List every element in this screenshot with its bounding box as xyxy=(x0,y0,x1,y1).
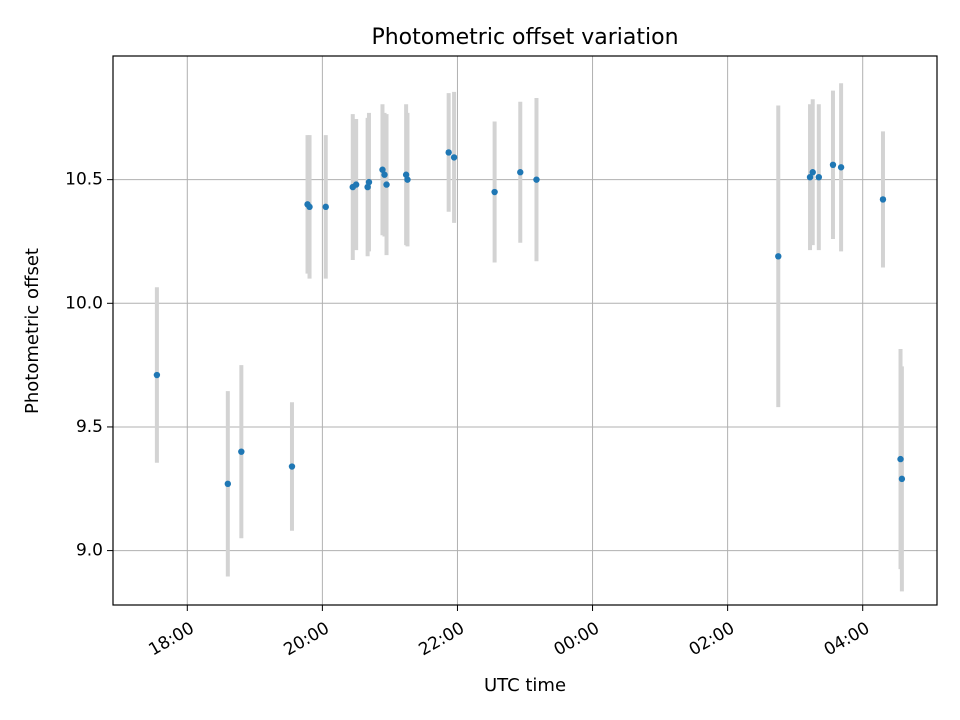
data-point xyxy=(224,480,232,488)
data-point xyxy=(365,178,373,186)
data-point xyxy=(404,176,411,183)
data-point xyxy=(829,161,837,169)
data-point xyxy=(364,183,371,191)
y-tick-label: 10.5 xyxy=(65,170,103,190)
x-tick-label: 18:00 xyxy=(145,618,197,660)
data-point xyxy=(153,371,161,379)
data-point xyxy=(238,448,245,455)
x-axis-label: UTC time xyxy=(484,675,566,696)
data-point xyxy=(445,149,452,156)
data-point xyxy=(809,169,816,176)
data-point xyxy=(381,171,388,178)
data-point xyxy=(306,203,313,211)
grid-lines xyxy=(113,56,937,605)
x-tick-label: 22:00 xyxy=(416,618,468,660)
data-point xyxy=(322,203,329,211)
data-point xyxy=(806,173,814,181)
data-point xyxy=(383,181,390,188)
x-tick-label: 02:00 xyxy=(686,618,738,660)
data-point xyxy=(491,188,498,196)
data-point xyxy=(897,455,904,463)
data-point xyxy=(402,171,410,178)
y-axis-label: Photometric offset xyxy=(22,248,43,414)
data-point xyxy=(450,154,458,161)
x-axis-ticks: 18:00 20:00 22:00 00:00 02:00 04:00 xyxy=(145,605,873,660)
data-point xyxy=(815,173,823,181)
data-point xyxy=(775,253,782,260)
y-tick-label: 9.0 xyxy=(76,541,103,561)
plot-frame xyxy=(112,55,938,606)
data-point xyxy=(533,176,540,183)
x-tick-label: 04:00 xyxy=(821,618,873,660)
data-point xyxy=(288,463,296,470)
y-tick-label: 9.5 xyxy=(76,417,103,437)
data-point xyxy=(879,196,887,203)
data-point xyxy=(837,164,845,171)
error-bars xyxy=(154,83,904,592)
x-tick-label: 00:00 xyxy=(551,618,603,660)
data-points xyxy=(153,149,906,488)
data-point xyxy=(517,169,524,176)
data-point xyxy=(898,475,906,483)
y-axis-ticks: 9.0 9.5 10.0 10.5 xyxy=(65,170,113,561)
data-point xyxy=(352,181,360,188)
y-tick-label: 10.0 xyxy=(65,293,103,313)
data-point xyxy=(379,166,386,173)
chart-title: Photometric offset variation xyxy=(371,25,678,50)
x-tick-label: 20:00 xyxy=(280,618,332,660)
